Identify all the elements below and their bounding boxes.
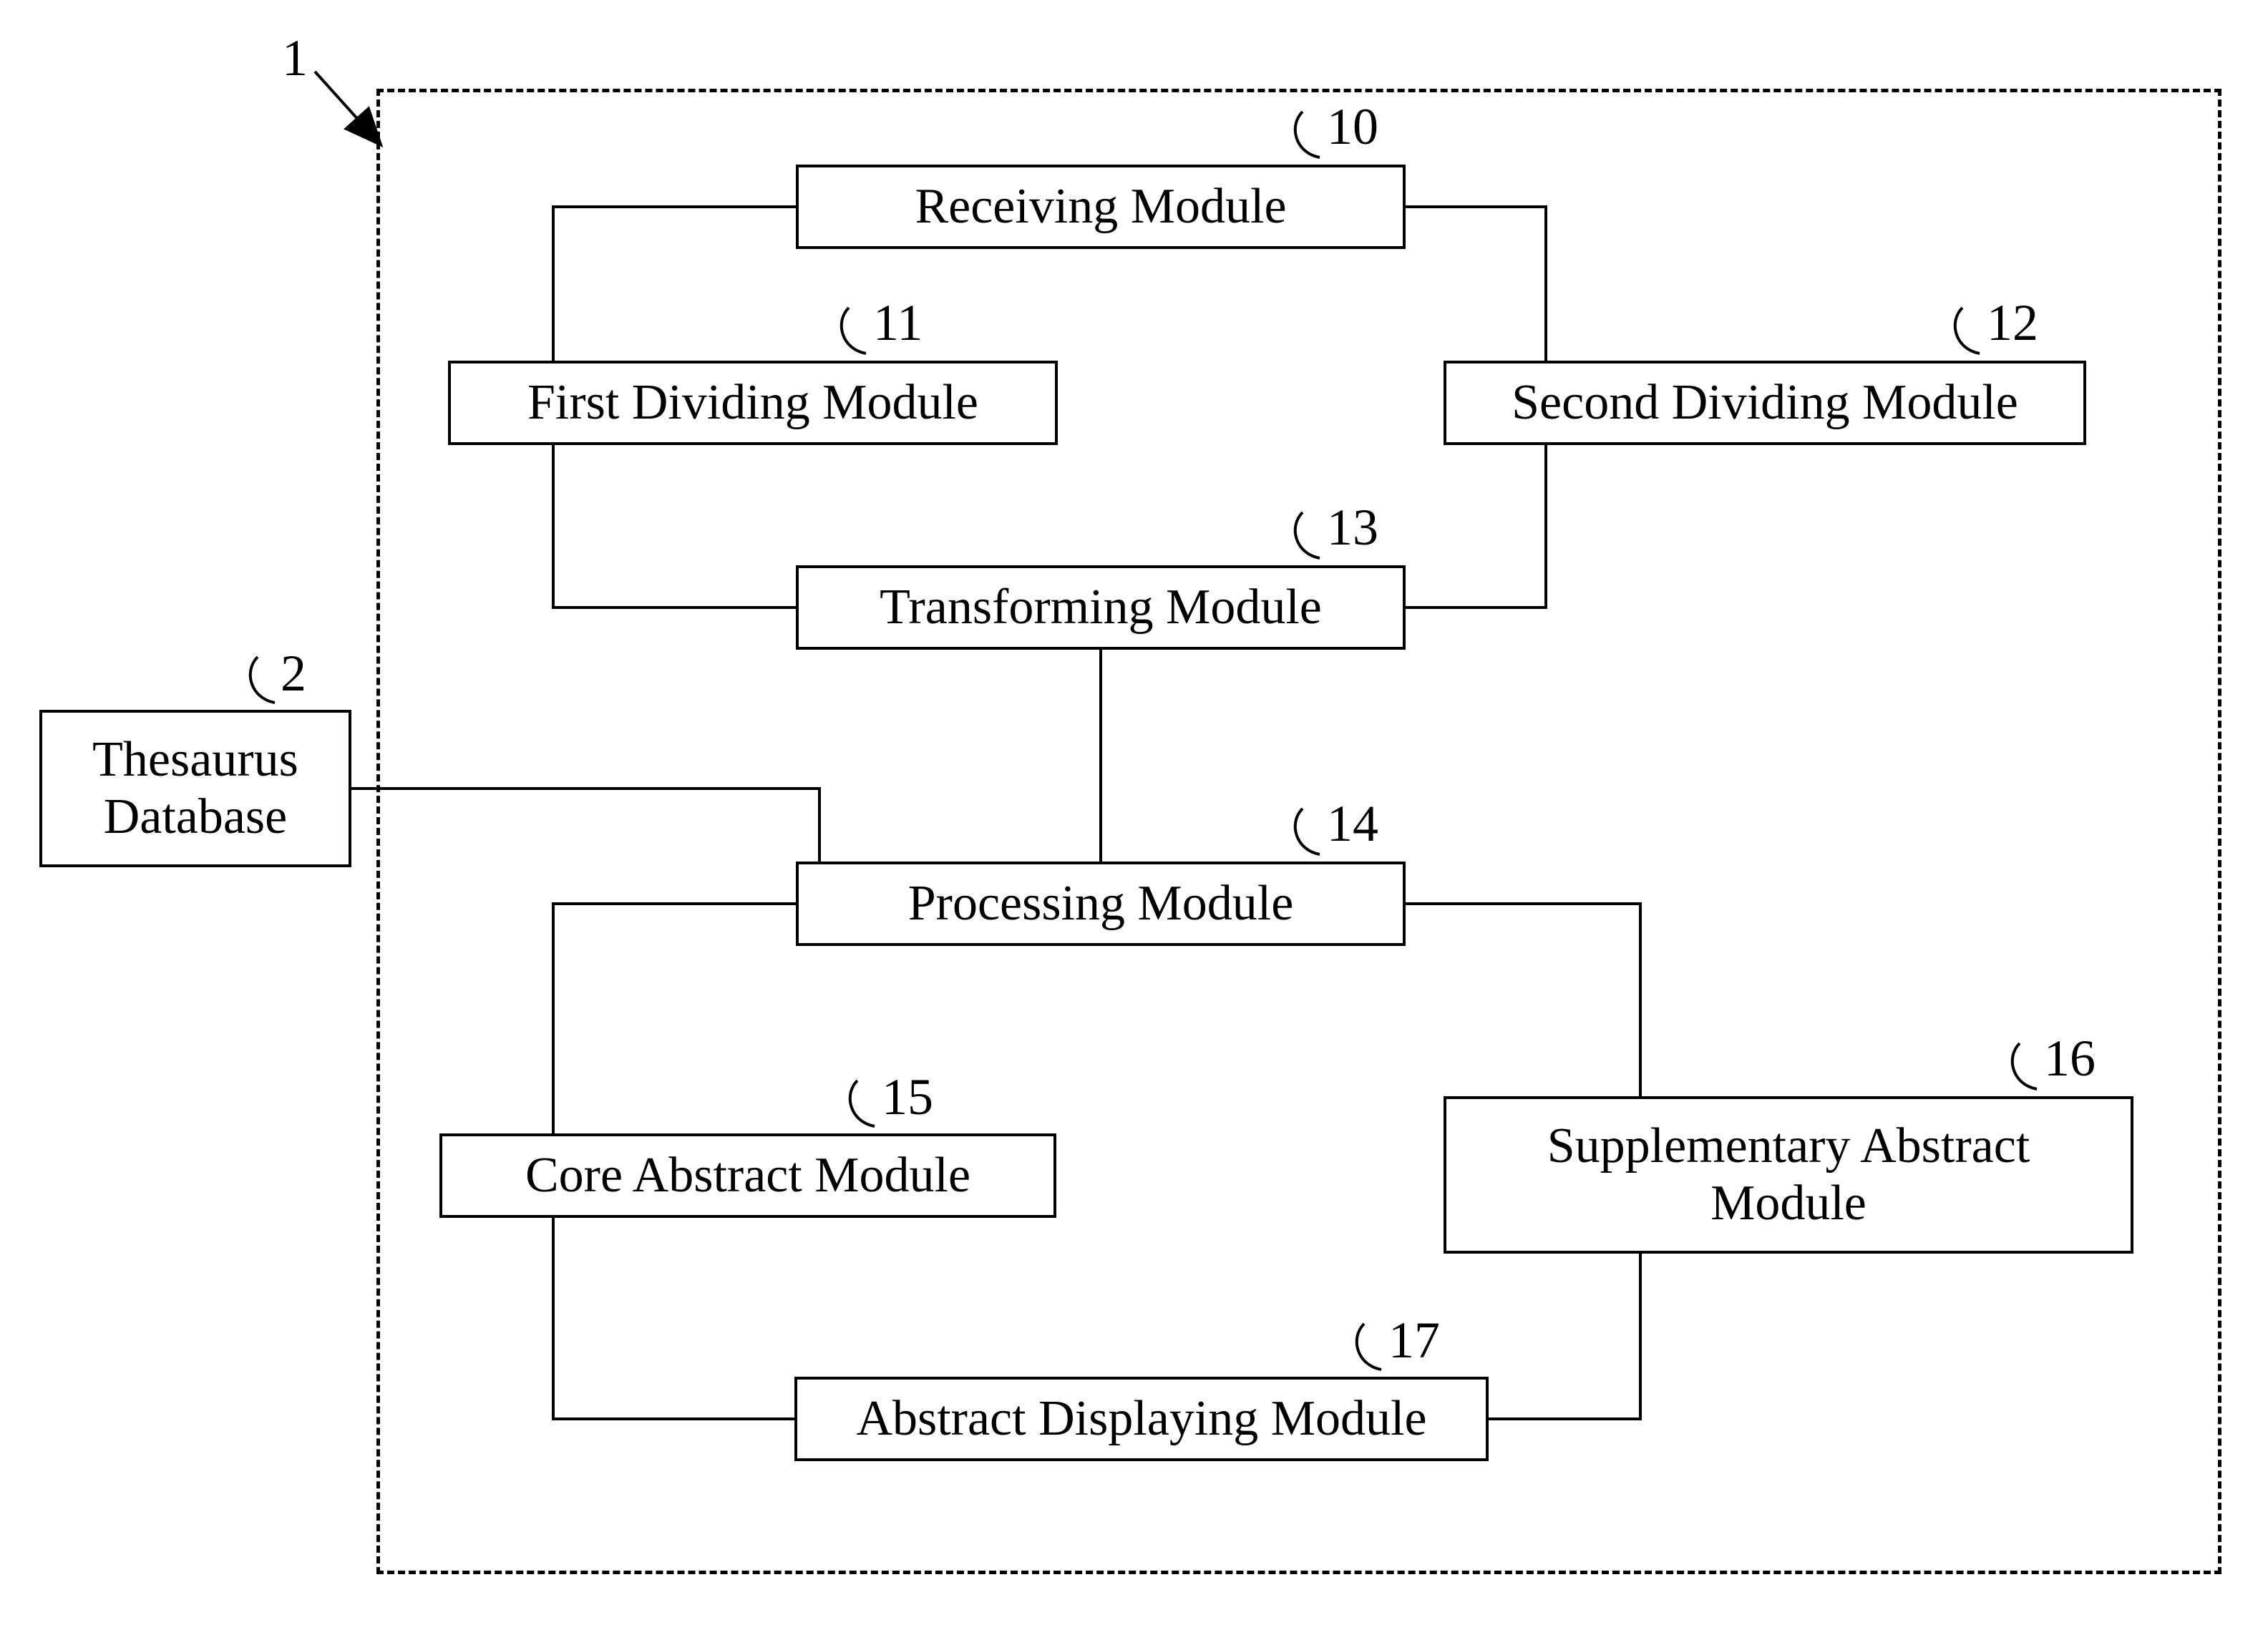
node-label: Core Abstract Module xyxy=(525,1147,970,1205)
node-processing: Processing Module xyxy=(796,862,1406,946)
node-label: Second Dividing Module xyxy=(1512,374,2018,432)
node-label: Abstract Displaying Module xyxy=(856,1390,1426,1448)
node-label: Thesaurus Database xyxy=(92,731,298,846)
ref-label-15: 15 xyxy=(882,1068,933,1127)
system-container xyxy=(376,89,2221,1574)
node-label: Transforming Module xyxy=(880,579,1322,637)
ref-label-1: 1 xyxy=(282,29,308,88)
ref-label-12: 12 xyxy=(1987,293,2038,353)
node-second_div: Second Dividing Module xyxy=(1444,361,2086,445)
ref-label-11: 11 xyxy=(873,293,923,353)
ref-curve-2 xyxy=(250,657,275,703)
node-label: Supplementary Abstract Module xyxy=(1547,1118,2030,1233)
ref-label-10: 10 xyxy=(1327,97,1378,157)
block-diagram: Thesaurus Database Receiving Module First … xyxy=(0,0,2268,1625)
node-label: Receiving Module xyxy=(915,178,1286,236)
ref-label-16: 16 xyxy=(2044,1029,2096,1088)
ref-label-13: 13 xyxy=(1327,498,1378,557)
ref-label-17: 17 xyxy=(1388,1311,1440,1370)
node-display: Abstract Displaying Module xyxy=(794,1377,1489,1461)
node-supp_abs: Supplementary Abstract Module xyxy=(1444,1096,2133,1254)
node-label: First Dividing Module xyxy=(527,374,978,432)
ref-label-2: 2 xyxy=(281,644,306,703)
node-receiving: Receiving Module xyxy=(796,165,1406,249)
node-thesaurus: Thesaurus Database xyxy=(39,710,351,867)
node-label: Processing Module xyxy=(908,875,1294,933)
ref-label-14: 14 xyxy=(1327,794,1378,854)
node-core_abs: Core Abstract Module xyxy=(439,1133,1056,1218)
node-transform: Transforming Module xyxy=(796,565,1406,650)
node-first_div: First Dividing Module xyxy=(448,361,1058,445)
